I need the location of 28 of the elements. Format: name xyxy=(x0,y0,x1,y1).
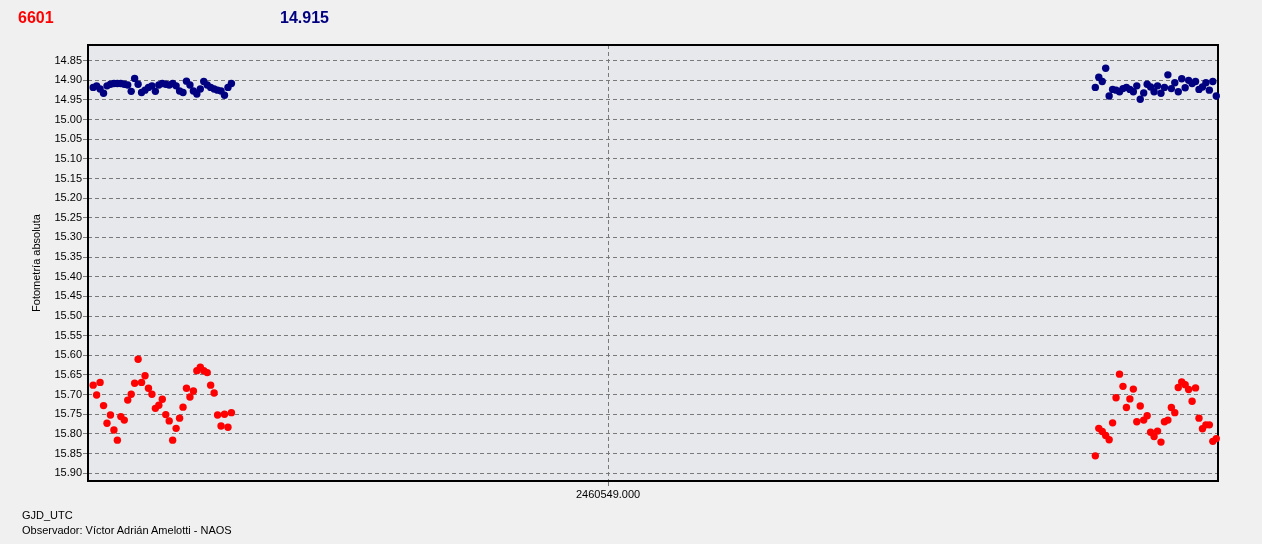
y-tick-label: 15.35 xyxy=(54,250,82,263)
x-tick-label: 2460549.000 xyxy=(575,487,641,500)
x-axis-title: GJD_UTC xyxy=(22,509,73,522)
y-tick-label: 15.45 xyxy=(54,289,82,302)
y-tick-label: 15.85 xyxy=(54,446,82,459)
y-tick-label: 15.70 xyxy=(54,387,82,400)
y-tick-label: 15.05 xyxy=(54,132,82,145)
text: 14.915 xyxy=(280,9,330,27)
y-tick-label: 15.25 xyxy=(54,210,82,223)
text: Observador: Víctor Adrián Amelotti - NAOS xyxy=(22,524,232,537)
y-axis-title: Fotometría absoluta xyxy=(29,213,42,312)
y-tick-label: 15.80 xyxy=(54,426,82,439)
y-tick-label: 15.90 xyxy=(54,466,82,479)
y-tick-label: 15.55 xyxy=(54,328,82,341)
y-tick-label: 15.10 xyxy=(54,151,82,164)
y-tick-label: 15.20 xyxy=(54,191,82,204)
y-tick-label: 15.65 xyxy=(54,367,82,380)
y-tick-label: 15.50 xyxy=(54,309,82,322)
y-tick-label: 15.00 xyxy=(54,112,82,125)
y-tick-label: 15.15 xyxy=(54,171,82,184)
y-tick-label: 15.30 xyxy=(54,230,82,243)
y-tick-label: 15.60 xyxy=(54,348,82,361)
y-tick-label: 14.95 xyxy=(54,93,82,106)
y-tick-label: 14.85 xyxy=(54,53,82,66)
y-tick-label: 15.75 xyxy=(54,407,82,420)
y-tick-label: 15.40 xyxy=(54,269,82,282)
y-tick-label: 14.90 xyxy=(54,73,82,86)
text: 6601 xyxy=(18,9,55,27)
